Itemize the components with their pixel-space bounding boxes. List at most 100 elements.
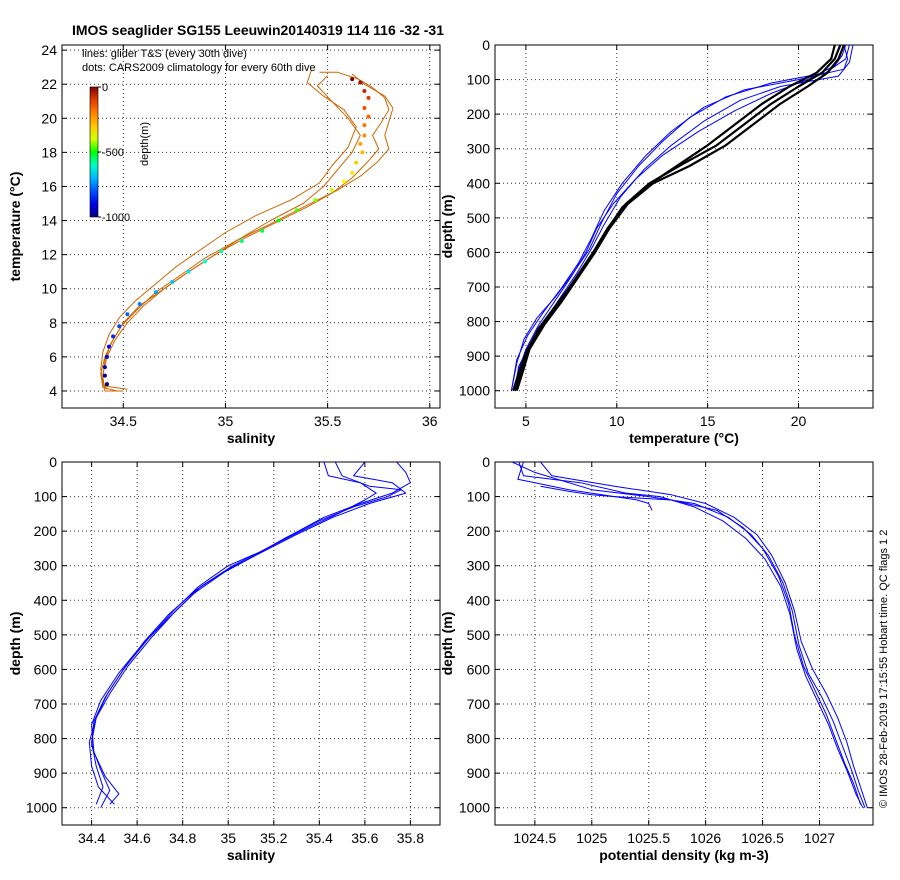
glider-ts-line (102, 71, 390, 390)
y-tick-label: 500 (467, 627, 491, 643)
colorbar (89, 86, 99, 218)
x-axis-label: salinity (227, 847, 275, 863)
legend-note: dots: CARS2009 climatology for every 60t… (82, 62, 316, 74)
chart-panel-1: 34.5 35 35.5 36 4 6 8 10 12 14 16 18 20 22 24 salinity t… (7, 42, 441, 446)
y-tick-label: 400 (467, 592, 491, 608)
y-tick-label: 600 (467, 244, 491, 260)
y-tick-label: 100 (34, 489, 58, 505)
colorbar-tick-label: 0 (102, 82, 108, 94)
climatology-dot (350, 77, 355, 82)
x-tick-label: 36 (422, 413, 438, 429)
glider-profile-line (91, 462, 402, 805)
y-tick-label: 0 (482, 37, 490, 53)
climatology-dot (341, 179, 346, 184)
x-axis-label: potential density (kg m-3) (599, 847, 769, 863)
climatology-dot (186, 269, 191, 274)
x-tick-label: 34.5 (110, 413, 137, 429)
climatology-dot (170, 279, 175, 284)
climatology-dot (294, 208, 299, 213)
glider-profile-line (510, 45, 850, 391)
climatology-dot (219, 249, 224, 254)
y-tick-label: 700 (34, 696, 58, 712)
plots: 34.5 35 35.5 36 4 6 8 10 12 14 16 18 20 22 24 salinity t… (7, 37, 874, 863)
x-tick-label: 35.6 (351, 830, 378, 846)
axes-frame (61, 461, 441, 826)
chart-panel-4: 1024.5 1025 1025.5 1026 1026.5 1027 0 100 200 300… (439, 454, 874, 863)
x-tick-label: 34.4 (78, 830, 105, 846)
colorbar-label: depth(m) (139, 122, 151, 166)
y-tick-label: 500 (467, 210, 491, 226)
climatology-dot (137, 302, 142, 307)
y-axis-label: depth (m) (7, 612, 23, 676)
y-tick-label: 14 (41, 213, 57, 229)
plot-area (510, 45, 854, 392)
axes-frame (494, 461, 874, 826)
climatology-dot (362, 123, 367, 128)
x-tick-label: 34.8 (169, 830, 196, 846)
y-tick-label: 1000 (459, 383, 490, 399)
climatology-dot (117, 324, 122, 329)
glider-profile-line (510, 45, 849, 391)
credit-text: © IMOS 28-Feb-2019 17:15:55 Hobart time.… (878, 530, 890, 808)
y-tick-label: 300 (467, 141, 491, 157)
x-tick-label: 35.4 (306, 830, 333, 846)
y-axis-label: depth (m) (439, 195, 455, 259)
x-tick-label: 15 (700, 413, 716, 429)
x-tick-label: 1026 (690, 830, 721, 846)
climatology-dot (366, 114, 371, 119)
climatology-dot (153, 290, 158, 295)
x-tick-label: 1025.5 (627, 830, 670, 846)
y-tick-label: 4 (49, 383, 57, 399)
y-tick-label: 200 (467, 106, 491, 122)
y-tick-label: 300 (34, 558, 58, 574)
y-tick-label: 500 (34, 627, 58, 643)
y-axis-label: depth (m) (439, 612, 455, 676)
x-tick-label: 35.2 (260, 830, 287, 846)
y-tick-label: 10 (41, 281, 57, 297)
climatology-dot (329, 187, 334, 192)
climatology-dot (360, 150, 365, 155)
climatology-dot (104, 382, 109, 387)
glider-profile-line (511, 462, 866, 808)
y-tick-label: 22 (41, 76, 57, 92)
y-tick-label: 800 (467, 731, 491, 747)
x-tick-label: 10 (609, 413, 625, 429)
y-tick-label: 0 (482, 454, 490, 470)
y-tick-label: 400 (467, 175, 491, 191)
x-tick-label: 1024.5 (513, 830, 556, 846)
colorbar-tick-label: -1000 (102, 212, 130, 224)
y-tick-label: 900 (467, 765, 491, 781)
climatology-dot (354, 160, 359, 165)
plot-area (88, 462, 411, 808)
x-tick-label: 35.8 (397, 830, 424, 846)
plot-area (100, 70, 394, 392)
glider-profile-line (518, 462, 864, 808)
y-tick-label: 0 (49, 454, 57, 470)
climatology-dot (239, 238, 244, 243)
chart-panel-3: 34.4 34.6 34.8 35 35.2 35.4 35.6 35.8 0 100 200 300… (7, 454, 441, 863)
y-tick-label: 100 (467, 72, 491, 88)
climatology-dot (106, 344, 111, 349)
y-tick-label: 400 (34, 592, 58, 608)
y-tick-label: 100 (467, 489, 491, 505)
x-tick-label: 1025 (576, 830, 607, 846)
climatology-dot (102, 365, 107, 370)
x-axis-label: temperature (°C) (629, 430, 739, 446)
y-tick-label: 200 (34, 523, 58, 539)
climatology-dot (362, 133, 367, 138)
y-tick-label: 700 (467, 696, 491, 712)
glider-profile-line (91, 462, 407, 808)
colorbar-tick-label: -500 (102, 147, 124, 159)
y-tick-label: 600 (467, 661, 491, 677)
y-tick-label: 800 (467, 314, 491, 330)
glider-ts-line (100, 70, 357, 390)
y-tick-label: 16 (41, 178, 57, 194)
x-tick-label: 35 (218, 413, 234, 429)
plot-area (511, 462, 868, 808)
y-tick-label: 1000 (26, 800, 57, 816)
glider-ts-line (102, 73, 394, 392)
y-tick-label: 12 (41, 247, 57, 263)
x-tick-label: 1026.5 (741, 830, 784, 846)
x-tick-label: 35.5 (314, 413, 341, 429)
y-tick-label: 900 (467, 348, 491, 364)
